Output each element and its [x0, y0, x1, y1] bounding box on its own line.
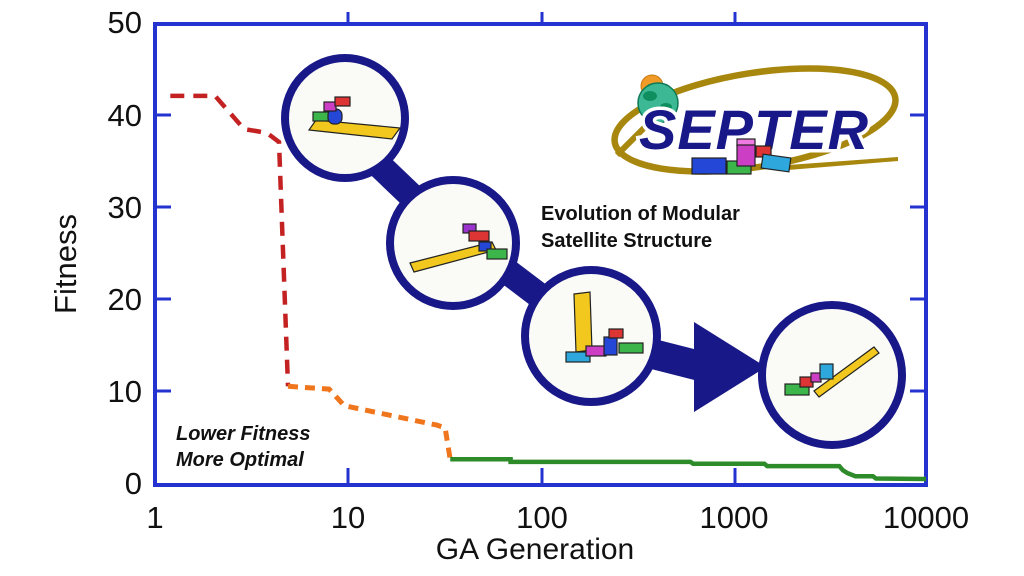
figure-caption: Evolution of Modular Satellite Structure — [541, 201, 740, 255]
caption-line-1: Evolution of Modular — [541, 203, 740, 225]
inset-circle-2 — [386, 176, 520, 310]
x-axis-title: GA Generation — [435, 533, 635, 566]
y-tick-label-20: 20 — [107, 282, 142, 317]
logo-satellite-blocks — [691, 138, 898, 175]
caption-line-2: Satellite Structure — [541, 230, 713, 252]
logo-globe-icon — [637, 74, 679, 124]
y-tick-label-10: 10 — [107, 374, 142, 409]
series-mid-generations — [287, 383, 453, 460]
evolution-arrow — [641, 322, 766, 412]
y-tick-label-50: 50 — [107, 5, 142, 40]
annotation-line-2: More Optimal — [176, 449, 304, 471]
annotation-lower-fitness: Lower Fitness More Optimal — [176, 421, 310, 473]
x-tick-label-100: 100 — [516, 500, 568, 535]
septer-logo: SEPTER — [611, 65, 899, 175]
y-tick-label-40: 40 — [107, 98, 142, 133]
series-early-generations — [170, 93, 291, 387]
satellite-stage-2 — [409, 223, 508, 273]
annotation-line-1: Lower Fitness — [176, 423, 311, 445]
x-tick-label-10: 10 — [330, 500, 366, 535]
logo-scepter-handle — [614, 121, 651, 158]
x-tick-label-1: 1 — [146, 500, 164, 535]
y-tick-label-30: 30 — [107, 190, 142, 225]
y-axis-title: Fitness — [48, 214, 83, 314]
axis-ticks — [157, 12, 924, 483]
series-late-generations — [450, 456, 927, 482]
y-tick-label-0: 0 — [124, 466, 142, 501]
satellite-stage-1 — [307, 96, 402, 140]
satellite-stage-4 — [784, 346, 880, 398]
x-tick-label-1000: 1000 — [699, 500, 769, 535]
satellite-stage-3 — [565, 291, 644, 363]
inset-circle-1 — [281, 54, 409, 182]
x-tick-label-10000: 10000 — [882, 500, 970, 535]
data-series-layer — [170, 93, 927, 482]
